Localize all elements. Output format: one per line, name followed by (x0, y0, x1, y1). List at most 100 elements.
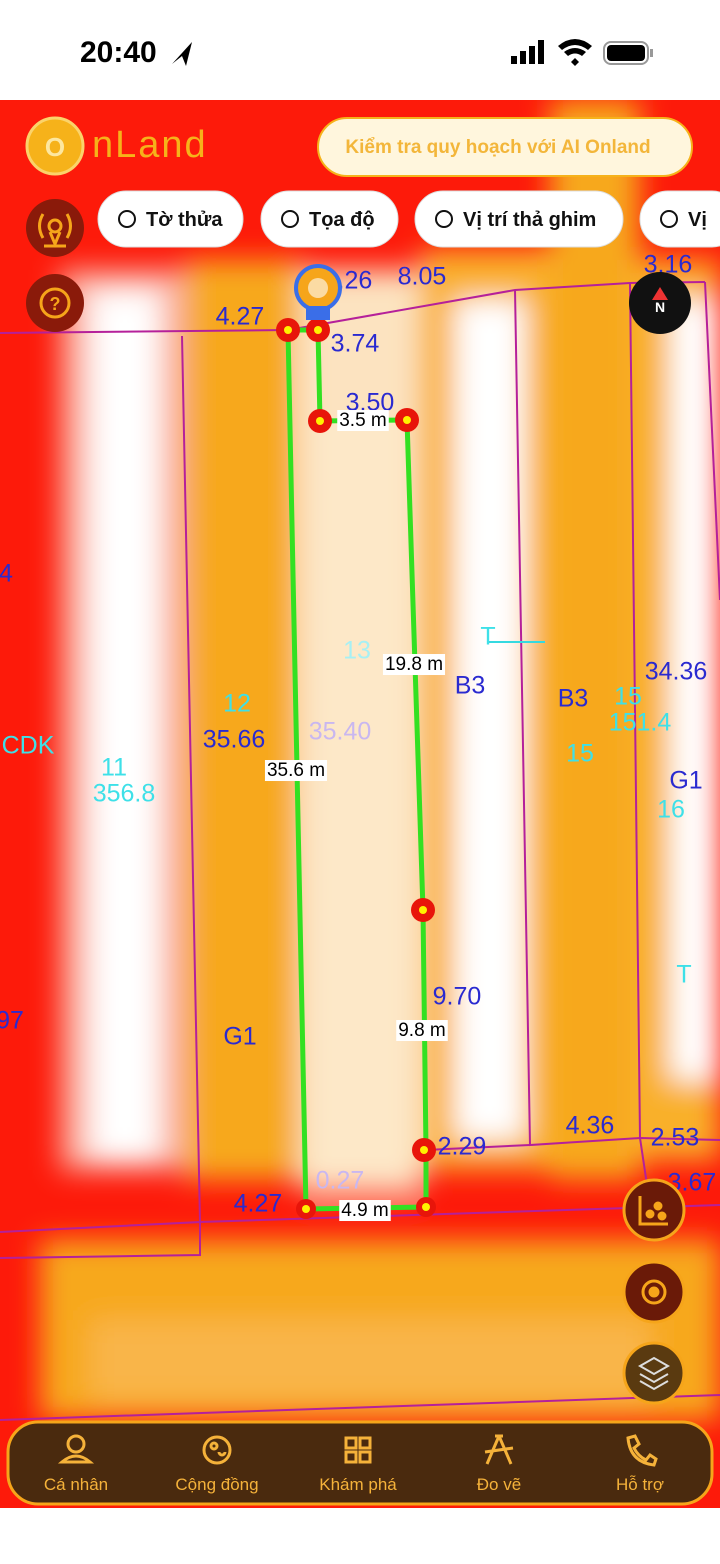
svg-text:O: O (45, 132, 65, 162)
nav-item[interactable]: Cộng đồng (175, 1435, 259, 1494)
map-label: 35.40 (309, 718, 372, 746)
chip-label: Tờ thửa (146, 209, 223, 231)
map-label: B3 (455, 672, 486, 700)
map-tools (622, 1178, 686, 1405)
map-label: B3 (558, 685, 589, 713)
location-pin[interactable] (294, 264, 342, 320)
stats-button[interactable] (622, 1178, 686, 1242)
map-label: 11 (101, 754, 127, 782)
map-label: 34.36 (645, 658, 708, 686)
map-label: CDK (2, 732, 55, 760)
chip-bg (639, 190, 720, 248)
map-label: 2.29 (438, 1133, 487, 1161)
map-label: 16 (657, 796, 685, 824)
nav-item[interactable]: Đo vẽ (477, 1434, 521, 1494)
status-time: 20:40 (80, 36, 157, 69)
measurement-bg (382, 654, 446, 676)
wifi-icon (558, 39, 592, 66)
battery-level (607, 45, 645, 61)
chip-bg (97, 190, 244, 248)
nav-item[interactable]: Cá nhân (44, 1434, 108, 1494)
locate-button[interactable] (622, 1260, 686, 1324)
vertex-marker-dot (302, 1205, 310, 1213)
map-label: 0.27 (316, 1167, 365, 1195)
compass-label: N (655, 299, 665, 315)
chip-bg (260, 190, 399, 248)
vertex-marker-dot (403, 416, 411, 424)
help-button[interactable]: ? (26, 274, 84, 332)
map-label: G1 (223, 1023, 256, 1051)
nav-label: Đo vẽ (477, 1475, 521, 1494)
network-button[interactable] (26, 199, 84, 257)
vertex-marker-dot (316, 417, 324, 425)
measurement-bg (264, 760, 328, 782)
nav-icon (344, 1436, 372, 1464)
signal-icon (511, 40, 544, 64)
chip[interactable]: Vị (639, 190, 720, 248)
map-label: 4.36 (566, 1112, 615, 1140)
map-label: 13 (343, 637, 371, 665)
map-label: 3.74 (331, 330, 380, 358)
map-label: 4 (0, 560, 13, 588)
map-label: T (676, 961, 691, 989)
search-box[interactable]: Kiểm tra quy hoạch với AI Onland (317, 117, 693, 177)
logo-text: nLand (92, 124, 208, 166)
map-label: 356.8 (93, 780, 156, 808)
map-label: 8.05 (398, 263, 447, 291)
nav-icon (626, 1434, 658, 1467)
map-label: G1 (669, 767, 702, 795)
map-label: 9.70 (433, 983, 482, 1011)
map-label: 15 (614, 683, 642, 711)
chip[interactable]: Tờ thửa (97, 190, 244, 248)
measurement: 35.6 m (267, 760, 325, 781)
location-arrow (172, 42, 192, 66)
compass[interactable]: N (629, 272, 691, 334)
map-label: T (480, 623, 495, 651)
chip-label: Tọa độ (309, 209, 375, 231)
nav-icon (202, 1435, 232, 1465)
vertex-marker-dot (284, 326, 292, 334)
map-label: 97 (0, 1007, 24, 1035)
vertex-marker-dot (419, 906, 427, 914)
vertex-marker-dot (420, 1146, 428, 1154)
measurement: 9.8 m (398, 1020, 446, 1041)
nav-label: Hỗ trợ (616, 1475, 664, 1494)
battery-icon (603, 41, 649, 65)
measurement-bg (337, 410, 389, 432)
map-label: 151.4 (609, 709, 672, 737)
layers-button[interactable] (622, 1341, 686, 1405)
map-label: 4.27 (234, 1190, 283, 1218)
map-label: 15 (566, 740, 594, 768)
chip-bg (414, 190, 624, 248)
chip-icon (281, 210, 299, 228)
vertex-marker-dot (422, 1203, 430, 1211)
nav-label: Khám phá (319, 1475, 397, 1494)
nav-item[interactable]: Hỗ trợ (616, 1434, 664, 1494)
chip[interactable]: Vị trí thả ghim (414, 190, 624, 248)
nav-icon (57, 1434, 95, 1464)
nav-icon (484, 1434, 514, 1465)
chip-icon (118, 210, 136, 228)
chip[interactable]: Tọa độ (260, 190, 399, 248)
chip-icon (435, 210, 453, 228)
measurement: 4.9 m (341, 1200, 389, 1221)
vertex-marker-dot (314, 326, 322, 334)
map-label: 2.53 (651, 1124, 700, 1152)
chip-label: Vị trí thả ghim (463, 209, 596, 231)
status-bar (0, 0, 720, 100)
map-label: 12 (223, 690, 251, 718)
battery-tip (650, 49, 653, 57)
logo[interactable]: O nLand (25, 116, 208, 176)
svg-text:?: ? (50, 294, 61, 314)
chip-icon (660, 210, 678, 228)
measurement-bg (339, 1200, 391, 1222)
nav-item[interactable]: Khám phá (319, 1436, 397, 1494)
measurement: 3.5 m (339, 410, 387, 431)
map-label: 4.27 (216, 303, 265, 331)
nav-label: Cá nhân (44, 1475, 108, 1494)
measurement: 19.8 m (385, 654, 443, 675)
nav-label: Cộng đồng (175, 1475, 258, 1494)
